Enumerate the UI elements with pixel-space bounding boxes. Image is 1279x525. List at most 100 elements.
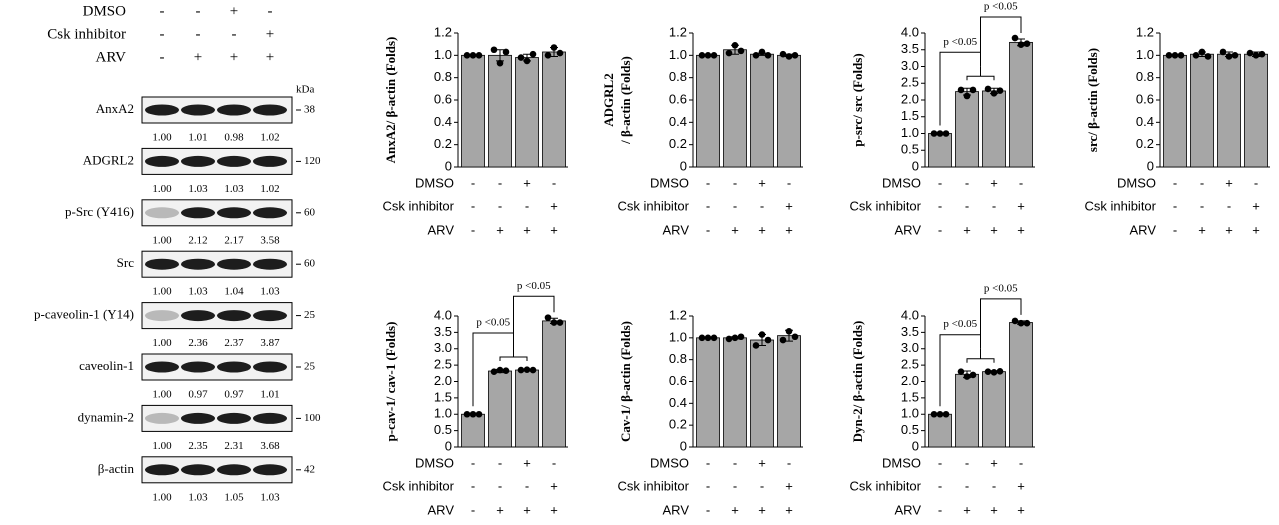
data-point: [699, 52, 706, 59]
treatment-sign: -: [471, 455, 475, 470]
blot-band: [253, 413, 287, 424]
data-point: [738, 333, 745, 340]
protein-label: β-actin: [98, 461, 135, 476]
treatment-sign: -: [787, 455, 791, 470]
treatment-sign: +: [758, 175, 766, 190]
treatment-sign: -: [1254, 175, 1258, 190]
blot-band: [181, 105, 215, 116]
quant-label: 1.00: [152, 286, 172, 298]
bar: [956, 374, 979, 447]
y-axis-label: src/ β-actin (Folds): [1085, 48, 1100, 152]
data-point: [705, 335, 712, 342]
treatment-sign: +: [550, 502, 558, 517]
blot-band: [145, 207, 179, 218]
bar: [462, 414, 485, 447]
blot-band: [217, 259, 251, 270]
y-tick-label: 0.4: [669, 395, 687, 410]
treatment-sign: +: [785, 198, 793, 213]
data-point: [753, 52, 760, 59]
blot-band: [253, 105, 287, 116]
blot-band: [217, 362, 251, 373]
treatment-sign: -: [471, 175, 475, 190]
treatment-sign: +: [496, 502, 504, 517]
data-point: [551, 319, 558, 326]
bar: [956, 92, 979, 167]
bar: [543, 52, 566, 167]
treatment-sign: -: [471, 198, 475, 213]
marker-label: 42: [304, 463, 315, 475]
quant-label: 0.97: [188, 389, 208, 401]
treatment-sign: -: [965, 198, 969, 213]
y-tick-label: 0.4: [669, 114, 687, 129]
treatment-label: DMSO: [83, 3, 127, 19]
treatment-sign: -: [938, 478, 942, 493]
data-point: [991, 369, 998, 376]
data-point: [765, 337, 772, 344]
significance-bracket: [967, 66, 994, 80]
y-tick-label: 0.5: [901, 142, 919, 157]
bar: [724, 50, 747, 167]
y-axis-label: Cav-1/ β-actin (Folds): [618, 321, 633, 442]
data-point: [545, 52, 552, 59]
treatment-label: Csk inhibitor: [617, 198, 689, 213]
treatment-sign: +: [1198, 222, 1206, 237]
marker-label: 38: [304, 104, 316, 116]
y-tick-label: 4.0: [901, 307, 919, 322]
protein-label: p-Src (Y416): [65, 204, 134, 219]
data-point: [503, 367, 510, 374]
treatment-label: ARV: [895, 222, 922, 237]
blot-band: [145, 310, 179, 321]
treatment-label: DMSO: [650, 455, 689, 470]
data-point: [557, 319, 564, 326]
treatment-label: ARV: [663, 502, 690, 517]
data-point: [1024, 320, 1031, 327]
significance-label: p <0.05: [943, 318, 977, 330]
treatment-sign: -: [498, 455, 502, 470]
quant-label: 1.03: [260, 491, 280, 503]
y-tick-label: 2.5: [434, 357, 452, 372]
data-point: [530, 367, 537, 374]
figure: DMSO--+-Csk inhibitor---+ARV-+++kDaAnxA2…: [0, 0, 1279, 525]
y-tick-label: 0.8: [669, 351, 687, 366]
y-tick-label: 1.2: [669, 307, 687, 322]
treatment-sign: +: [785, 222, 793, 237]
data-point: [970, 87, 977, 94]
protein-label: dynamin-2: [78, 409, 134, 424]
treatment-sign: -: [760, 478, 764, 493]
blot-band: [217, 156, 251, 167]
data-point: [738, 48, 745, 55]
y-tick-label: 0.8: [669, 69, 687, 84]
data-point: [524, 58, 531, 65]
quant-label: 3.58: [260, 234, 280, 246]
bar: [1191, 54, 1214, 167]
data-point: [476, 52, 483, 59]
y-tick-label: 0.4: [1136, 114, 1154, 129]
treatment-sign: +: [496, 222, 504, 237]
y-tick-label: 2.5: [901, 357, 919, 372]
bar: [1218, 54, 1241, 167]
treatment-sign: -: [733, 478, 737, 493]
data-point: [726, 50, 733, 57]
blot-band: [217, 105, 251, 116]
treatment-sign: -: [938, 502, 942, 517]
treatment-label: ARV: [96, 49, 127, 65]
treatment-sign: +: [758, 455, 766, 470]
quant-label: 1.02: [260, 183, 279, 195]
blot-band: [253, 259, 287, 270]
treatment-sign: -: [498, 198, 502, 213]
data-point: [997, 87, 1004, 94]
y-tick-label: 1.0: [669, 47, 687, 62]
marker-label: 25: [304, 309, 316, 321]
quant-label: 1.00: [152, 132, 172, 144]
blot-band: [181, 362, 215, 373]
treatment-label: ARV: [895, 502, 922, 517]
data-point: [1018, 41, 1025, 48]
treatment-sign: +: [963, 502, 971, 517]
treatment-sign: +: [550, 478, 558, 493]
bar: [462, 55, 485, 167]
treatment-sign: -: [706, 478, 710, 493]
treatment-sign: +: [1252, 222, 1260, 237]
quant-label: 2.35: [188, 440, 208, 452]
data-point: [1259, 51, 1266, 58]
y-tick-label: 2.0: [901, 373, 919, 388]
